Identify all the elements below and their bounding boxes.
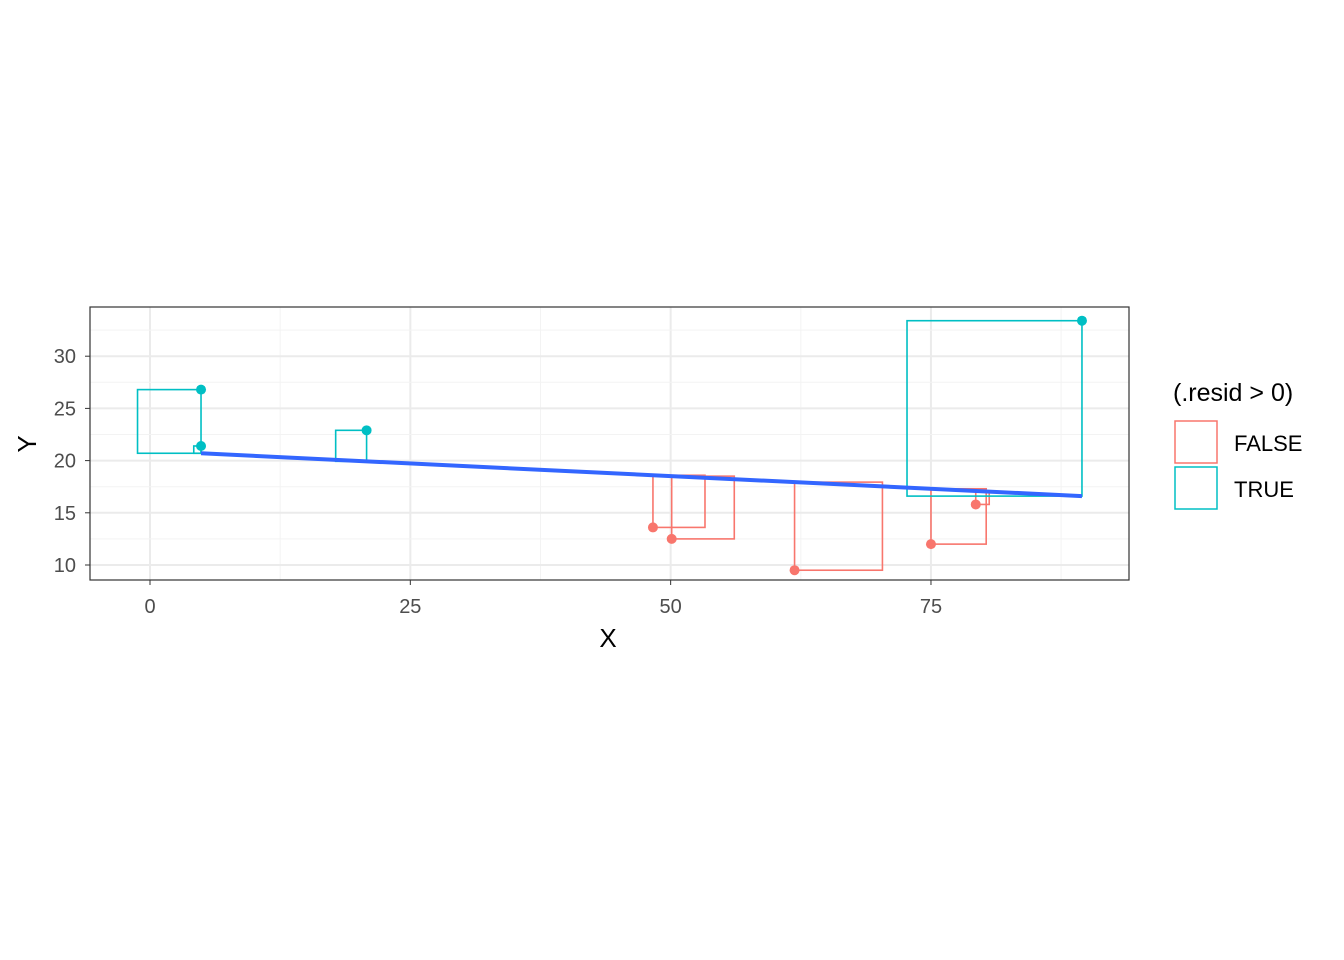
y-axis-label: Y — [12, 435, 42, 452]
data-point — [666, 533, 677, 544]
legend-label-true: TRUE — [1234, 477, 1294, 502]
legend: (.resid > 0) FALSE TRUE — [1173, 379, 1302, 510]
data-point — [196, 440, 207, 451]
fit-line — [200, 451, 1083, 499]
data-point — [1076, 315, 1087, 326]
data-point — [789, 565, 800, 576]
y-tick-label: 15 — [54, 503, 76, 525]
legend-key-true — [1174, 466, 1218, 510]
x-axis-label: X — [599, 623, 616, 653]
ticks: 0 25 50 75 10 15 20 25 30 — [54, 346, 942, 618]
fit-line-group — [200, 451, 1083, 499]
data-point — [925, 539, 936, 550]
y-tick-label: 20 — [54, 451, 76, 473]
data-point — [970, 499, 981, 510]
x-tick-label: 50 — [660, 596, 682, 618]
data-point — [196, 384, 207, 395]
data-point — [647, 522, 658, 533]
residual-square — [793, 481, 884, 572]
data-point — [361, 425, 372, 436]
y-tick-label: 30 — [54, 346, 76, 368]
legend-key-false — [1174, 420, 1218, 464]
legend-title: (.resid > 0) — [1173, 379, 1293, 407]
residual-square — [136, 388, 202, 455]
y-tick-label: 25 — [54, 398, 76, 420]
legend-label-false: FALSE — [1234, 431, 1302, 456]
x-tick-label: 0 — [144, 596, 155, 618]
y-tick-label: 10 — [54, 555, 76, 577]
grid — [90, 307, 1129, 580]
x-tick-label: 75 — [920, 596, 942, 618]
x-tick-label: 25 — [399, 596, 421, 618]
panel-border — [89, 306, 1130, 581]
points — [196, 315, 1087, 576]
residual-square — [906, 319, 1083, 497]
